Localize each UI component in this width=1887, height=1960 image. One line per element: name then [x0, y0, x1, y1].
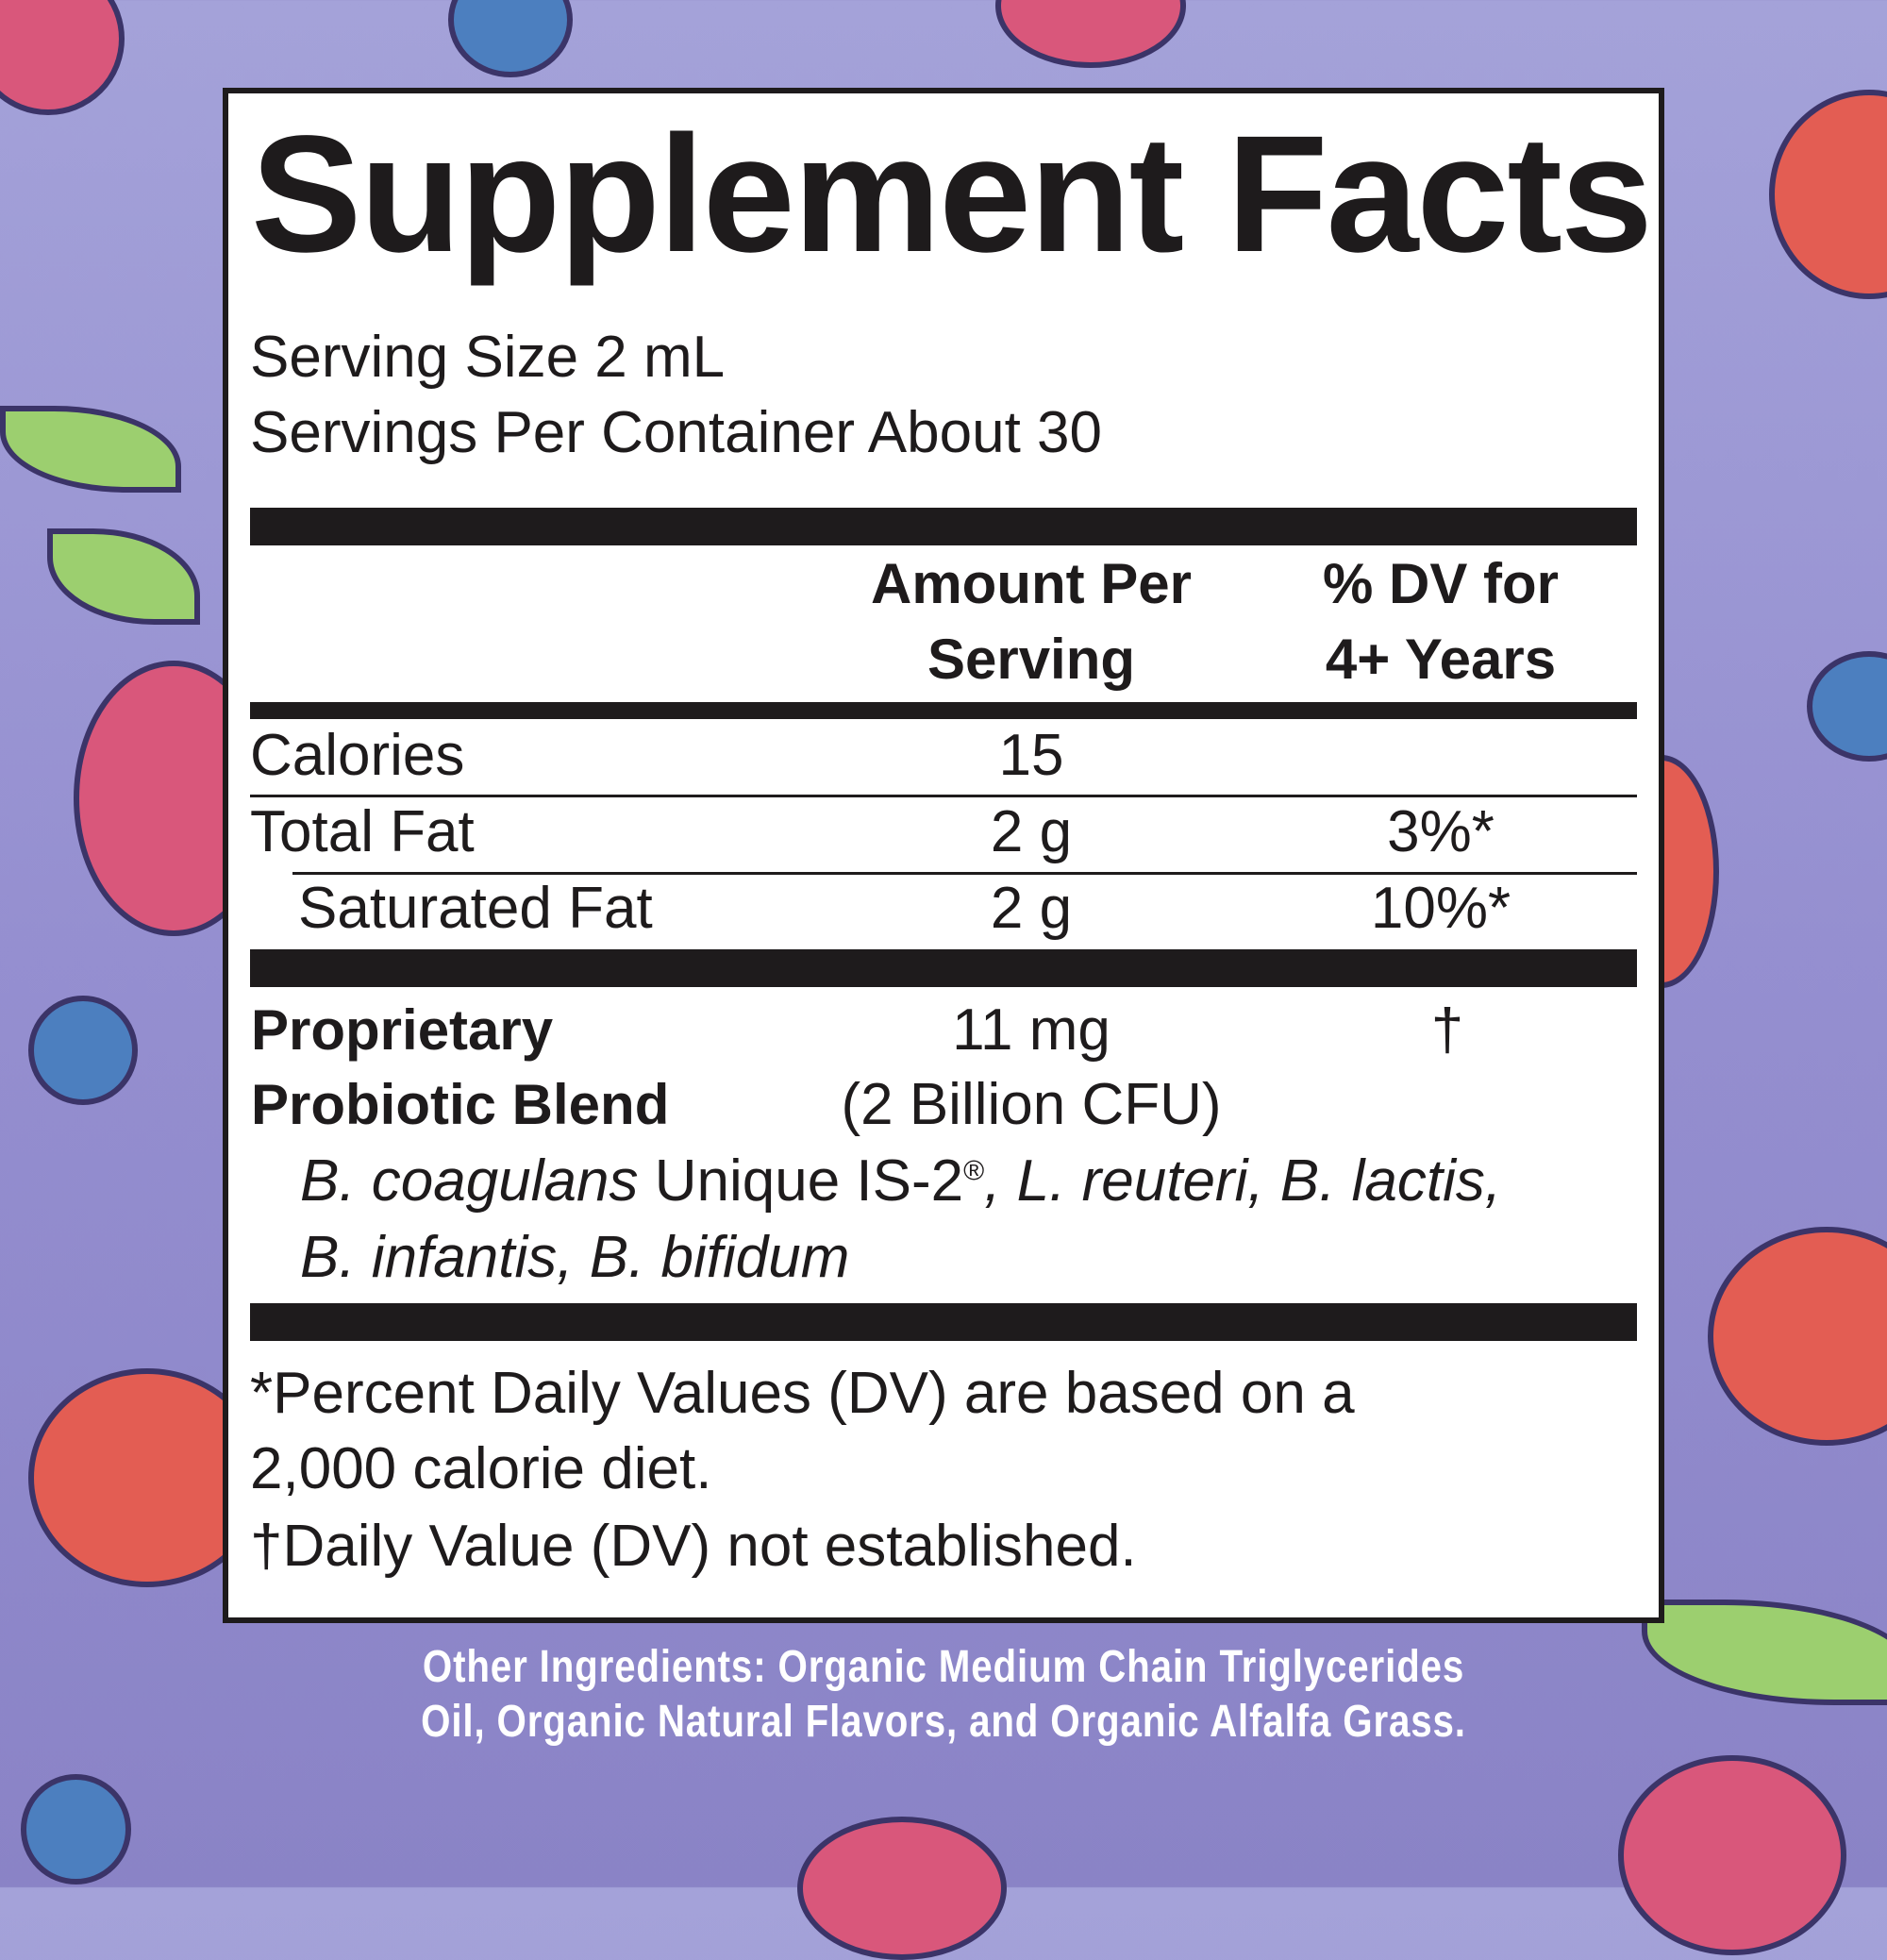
footnote-line3: †Daily Value (DV) not established.	[250, 1514, 1137, 1579]
strawberry-illustration	[1708, 1227, 1887, 1446]
blend-name-line2: Probiotic Blend	[251, 1073, 670, 1136]
footnote-line1: *Percent Daily Values (DV) are based on …	[250, 1361, 1355, 1426]
divider-medium	[250, 702, 1637, 719]
footnote-line2: 2,000 calorie diet.	[250, 1436, 712, 1501]
blend-strains-line2: B. infantis, B. bifidum	[300, 1229, 849, 1287]
header-dv: % DV for 4+ Years	[1323, 556, 1559, 688]
blend-dv: †	[1430, 997, 1464, 1063]
row-total-fat-dv: 3%*	[1387, 799, 1495, 864]
header-amount-line1: Amount Per	[870, 552, 1193, 615]
strains-line2-text: B. infantis, B. bifidum	[300, 1225, 850, 1290]
blend-amount: 11 mg	[952, 997, 1110, 1063]
blend-cfu: (2 Billion CFU)	[841, 1072, 1222, 1137]
raspberry-illustration	[995, 0, 1186, 68]
header-amount-per-serving: Amount Per Serving	[871, 556, 1192, 688]
header-dv-line2: 4+ Years	[1325, 628, 1557, 691]
divider-thin	[250, 795, 1637, 797]
row-saturated-fat-name: Saturated Fat	[298, 876, 653, 941]
blueberry-illustration	[1807, 651, 1887, 762]
strains-continued: , L. reuteri, B. lactis,	[984, 1148, 1502, 1214]
serving-size: Serving Size 2 mL	[250, 325, 726, 390]
header-amount-line2: Serving	[927, 628, 1136, 691]
blueberry-illustration	[28, 996, 138, 1105]
servings-per-container: Servings Per Container About 30	[250, 400, 1102, 465]
blend-name-line1: Proprietary	[251, 998, 554, 1062]
divider-thick	[250, 949, 1637, 987]
row-calories-name: Calories	[250, 723, 465, 788]
row-saturated-fat-dv: 10%*	[1370, 876, 1511, 941]
strain-suffix: Unique IS-2	[638, 1148, 964, 1214]
row-total-fat-amount: 2 g	[990, 799, 1073, 864]
leaf-illustration	[47, 528, 200, 625]
leaf-illustration	[0, 406, 181, 493]
other-ingredients-line2: Oil, Organic Natural Flavors, and Organi…	[421, 1697, 1466, 1747]
divider-thick	[250, 508, 1637, 545]
divider-thin	[292, 872, 1637, 875]
strain-b-coagulans: B. coagulans	[300, 1148, 639, 1214]
header-dv-line1: % DV for	[1322, 552, 1560, 615]
row-total-fat-name: Total Fat	[250, 799, 475, 864]
registered-mark: ®	[963, 1155, 985, 1187]
row-calories-amount: 15	[998, 723, 1064, 788]
raspberry-illustration	[0, 0, 125, 115]
blueberry-illustration	[21, 1774, 131, 1885]
page-title: Supplement Facts	[251, 102, 1653, 287]
strawberry-illustration	[1769, 90, 1887, 299]
supplement-facts-panel	[223, 88, 1664, 1623]
other-ingredients-line1: Other Ingredients: Organic Medium Chain …	[422, 1642, 1465, 1692]
raspberry-illustration	[1618, 1755, 1846, 1955]
raspberry-illustration	[797, 1817, 1007, 1960]
blueberry-illustration	[448, 0, 573, 77]
row-saturated-fat-amount: 2 g	[990, 876, 1073, 941]
divider-thick	[250, 1303, 1637, 1341]
leaf-illustration	[1642, 1600, 1887, 1705]
blend-strains-line1: B. coagulans Unique IS-2®, L. reuteri, B…	[300, 1152, 1501, 1211]
